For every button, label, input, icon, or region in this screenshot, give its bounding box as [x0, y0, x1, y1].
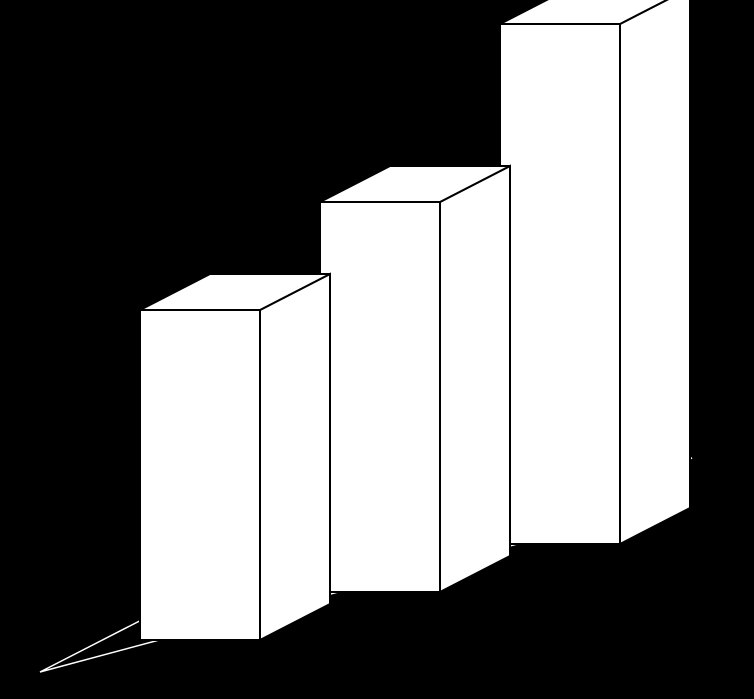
- bar-0-side: [260, 274, 330, 640]
- bar-1-side: [440, 166, 510, 592]
- bar-2-front: [500, 24, 620, 544]
- bar-1-front: [320, 202, 440, 592]
- bar-chart-3d: [0, 0, 754, 699]
- bar-2-side: [620, 0, 690, 544]
- bar-0-front: [140, 310, 260, 640]
- chart-canvas: [0, 0, 754, 699]
